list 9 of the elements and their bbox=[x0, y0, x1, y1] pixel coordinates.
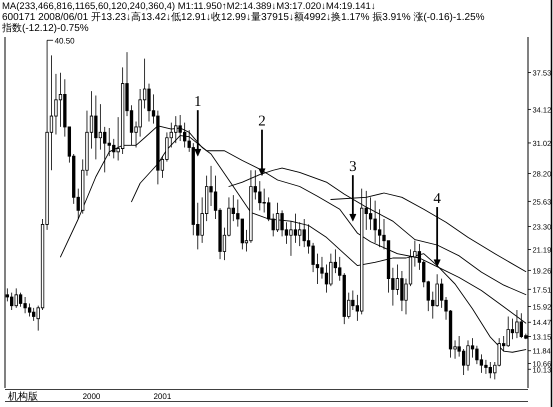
x-tick-label: 2001 bbox=[153, 392, 172, 401]
annotation: 4 bbox=[433, 191, 442, 208]
x-tick-label: 2000 bbox=[82, 392, 101, 401]
annotation: 1 bbox=[194, 94, 202, 110]
text: 机构版 bbox=[8, 390, 38, 402]
annotation: 2 bbox=[258, 114, 266, 130]
annotation: 3 bbox=[349, 159, 357, 176]
header: MA(233,466,816,1165,60,120,240,360,4) M1:11.950↑M2:14.389↓M3:17.020↓M4:19.141↓ 600171 2008/06/01 开13.23↓高13.42↓低12.91↓收12.99↓量37915↓额4992↓换1.17% 振3.91% 涨(-0.16)-1.25% 指数(-12.12)-0.75% bbox=[2, 1, 485, 34]
annotation: 40.50 bbox=[54, 36, 76, 45]
